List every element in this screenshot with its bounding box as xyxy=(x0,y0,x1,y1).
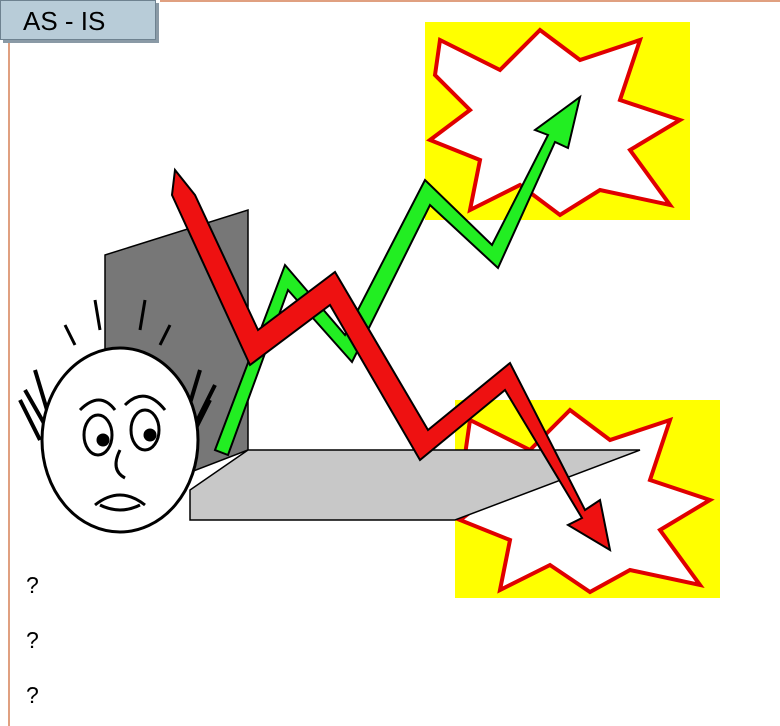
title-tab: AS - IS xyxy=(0,0,156,40)
bullet: ? xyxy=(26,572,39,599)
clip-art xyxy=(0,0,780,726)
bullet: ? xyxy=(26,682,39,709)
slide: AS - IS ? ? ? xyxy=(0,0,780,726)
bullet: ? xyxy=(26,627,39,654)
